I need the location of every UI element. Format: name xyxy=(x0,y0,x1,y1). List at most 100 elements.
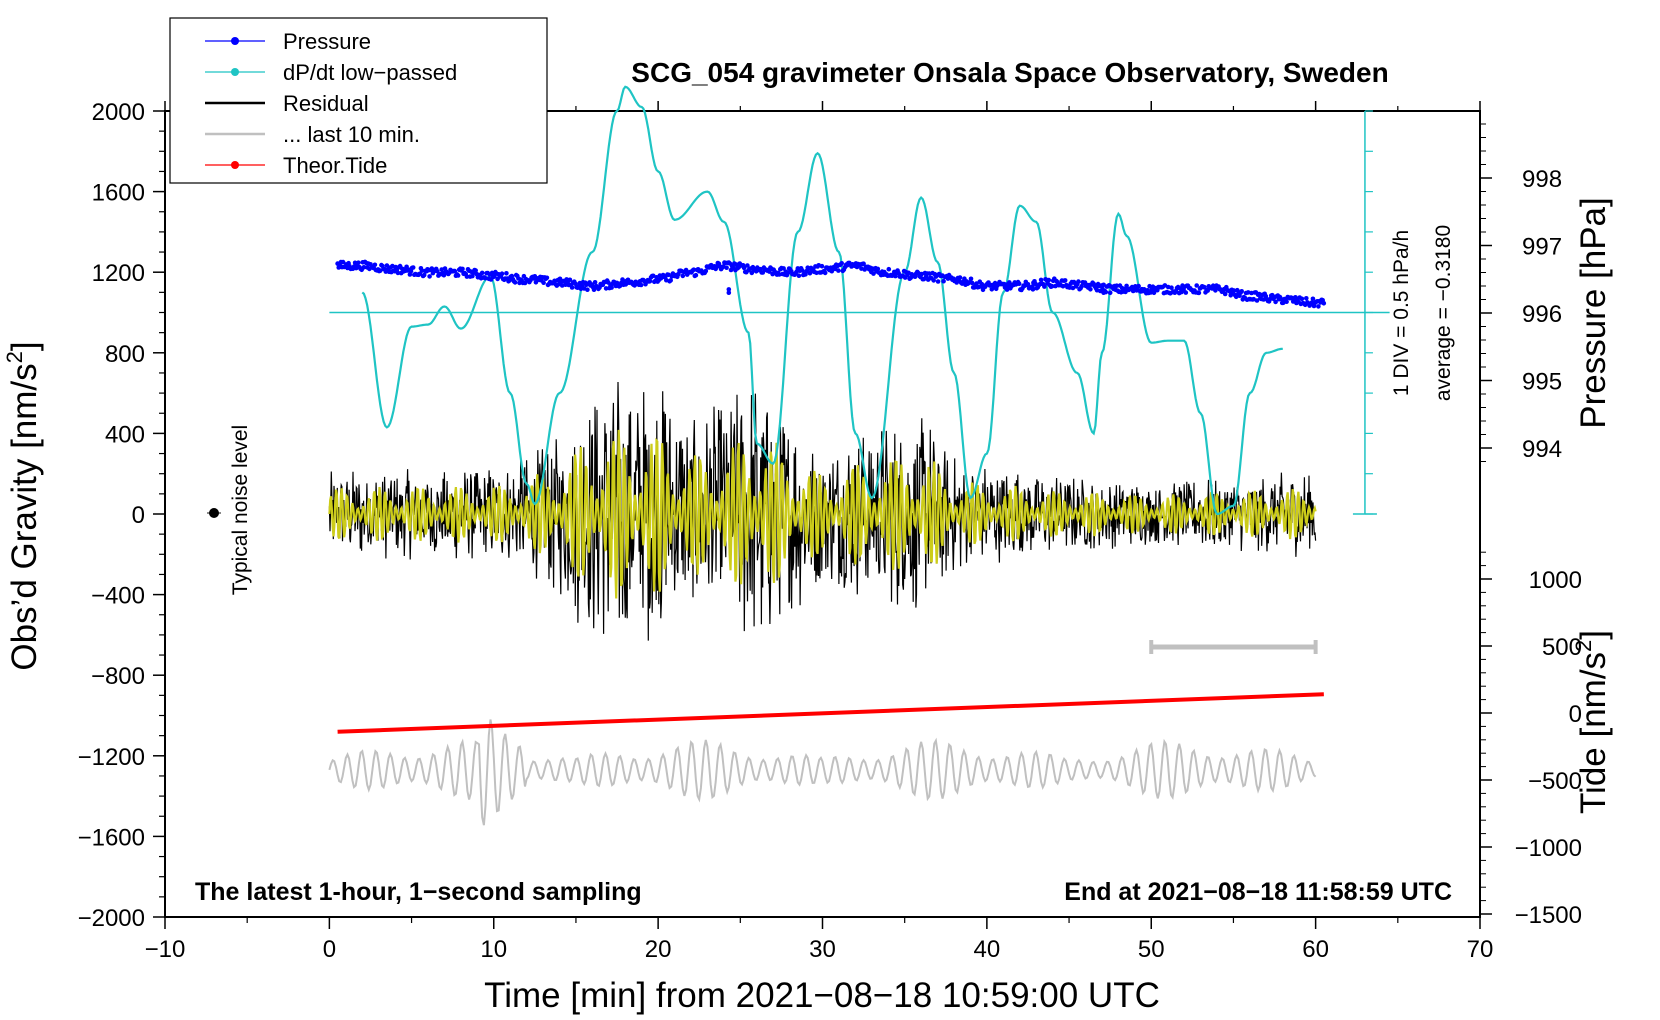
legend-label: dP/dt low−passed xyxy=(283,60,457,85)
pressure-point xyxy=(861,261,866,267)
pressure-point xyxy=(1169,285,1174,291)
pressure-point xyxy=(1042,284,1047,289)
last-10-min-line xyxy=(328,719,1317,826)
pressure-point xyxy=(591,287,597,293)
pressure-point xyxy=(638,282,644,288)
noise-marker xyxy=(207,508,221,518)
pressure-point xyxy=(1107,290,1113,296)
pressure-point xyxy=(822,270,828,276)
legend-label: Theor.Tide xyxy=(283,153,387,178)
pressure-point xyxy=(1049,283,1055,289)
pressure-point xyxy=(836,268,841,273)
legend: Pressure dP/dt low−passed Residual ... last… xyxy=(169,17,548,184)
pressure-point xyxy=(839,261,844,266)
pressure-point xyxy=(464,274,470,279)
gravity-tick-label: −800 xyxy=(91,663,145,690)
pressure-point xyxy=(1273,299,1278,305)
pressure-point xyxy=(361,265,367,270)
pressure-tick-label: 995 xyxy=(1522,369,1562,396)
pressure-point xyxy=(573,281,578,287)
gravity-tick-label: −1600 xyxy=(78,824,145,851)
pressure-point xyxy=(479,270,485,276)
pressure-point xyxy=(1136,283,1141,289)
x-tick-label: 60 xyxy=(1302,936,1329,963)
pressure-point xyxy=(1194,283,1199,288)
pressure-axis-title: Pressure [hPa] xyxy=(1574,197,1613,429)
x-axis-title: Time [min] from 2021−08−18 10:59:00 UTC xyxy=(484,976,1160,1015)
pressure-point xyxy=(384,263,390,268)
tide-tick-label: 1000 xyxy=(1529,567,1582,594)
pressure-point xyxy=(340,259,346,265)
gravity-tick-label: −400 xyxy=(91,583,145,610)
tide-axis-title: Tide [nm/s2] xyxy=(1571,630,1613,814)
x-tick-label: 10 xyxy=(480,936,507,963)
pressure-point xyxy=(512,280,518,285)
dpdt-line xyxy=(361,85,1283,516)
pressure-point xyxy=(1239,289,1244,294)
pressure-point xyxy=(814,270,819,276)
last-10-min-series xyxy=(328,719,1317,826)
pressure-point xyxy=(460,266,465,272)
residual-lowpass-series xyxy=(328,429,1317,599)
pressure-point xyxy=(1088,287,1093,292)
tide-tick-label: 0 xyxy=(1569,701,1582,728)
pressure-point xyxy=(1007,280,1012,285)
pressure-tick-label: 997 xyxy=(1522,234,1562,261)
legend-label: ... last 10 min. xyxy=(283,122,420,147)
axes: −10 0 10 20 30 40 50 60 70 2000 1600 1200 800 400 0 −40… xyxy=(78,99,1582,963)
pressure-series xyxy=(335,259,1327,309)
x-tick-label: 40 xyxy=(974,936,1001,963)
pressure-point xyxy=(691,267,696,273)
legend-marker xyxy=(231,68,239,76)
pressure-point xyxy=(1321,301,1327,306)
pressure-point xyxy=(724,265,729,271)
pressure-point xyxy=(1284,299,1289,305)
gravity-tick-label: −2000 xyxy=(78,905,145,932)
end-note: End at 2021−08−18 11:58:59 UTC xyxy=(1064,878,1452,906)
pressure-point xyxy=(1254,298,1260,303)
tide-tick-label: −500 xyxy=(1528,768,1582,795)
pressure-point xyxy=(1310,296,1316,302)
tide-tick-label: 500 xyxy=(1542,634,1582,661)
pressure-point xyxy=(410,265,416,270)
typical-noise-label: Typical noise level xyxy=(229,425,252,595)
pressure-point xyxy=(569,285,575,290)
pressure-point xyxy=(1304,296,1309,301)
x-tick-label: −10 xyxy=(145,936,186,963)
pressure-point xyxy=(941,278,946,284)
pressure-point xyxy=(585,287,590,293)
pressure-tick-label: 998 xyxy=(1522,166,1562,193)
pressure-point xyxy=(1038,277,1044,283)
pressure-point xyxy=(668,278,673,283)
pressure-point xyxy=(680,273,686,279)
x-tick-label: 50 xyxy=(1138,936,1165,963)
pressure-point xyxy=(968,276,974,282)
pressure-point xyxy=(499,271,505,277)
tide-tick-label: −1500 xyxy=(1515,902,1582,929)
left-axis-title: Obs’d Gravity [nm/s2] xyxy=(2,341,44,670)
pressure-point xyxy=(935,279,941,284)
pressure-point xyxy=(886,266,892,272)
legend-label: Residual xyxy=(283,91,369,116)
pressure-tick-label: 996 xyxy=(1522,301,1562,328)
pressure-point xyxy=(427,274,432,279)
pressure-point xyxy=(1261,297,1266,302)
pressure-point xyxy=(1030,287,1036,292)
pressure-point xyxy=(567,277,573,283)
pressure-point xyxy=(1016,281,1022,287)
dpdt-series xyxy=(361,85,1283,516)
pressure-point xyxy=(1079,283,1084,289)
legend-marker xyxy=(231,161,239,169)
pressure-tick-label: 994 xyxy=(1522,436,1562,463)
pressure-point xyxy=(356,260,361,266)
tide-tick-label: −1000 xyxy=(1515,835,1582,862)
pressure-point xyxy=(647,279,653,284)
pressure-point xyxy=(419,268,425,273)
pressure-point xyxy=(1196,290,1202,296)
pressure-point xyxy=(931,278,936,283)
ten-minute-scale-bar xyxy=(1149,640,1318,654)
pressure-point xyxy=(1062,278,1068,283)
pressure-point xyxy=(533,280,539,285)
pressure-point xyxy=(693,272,699,278)
